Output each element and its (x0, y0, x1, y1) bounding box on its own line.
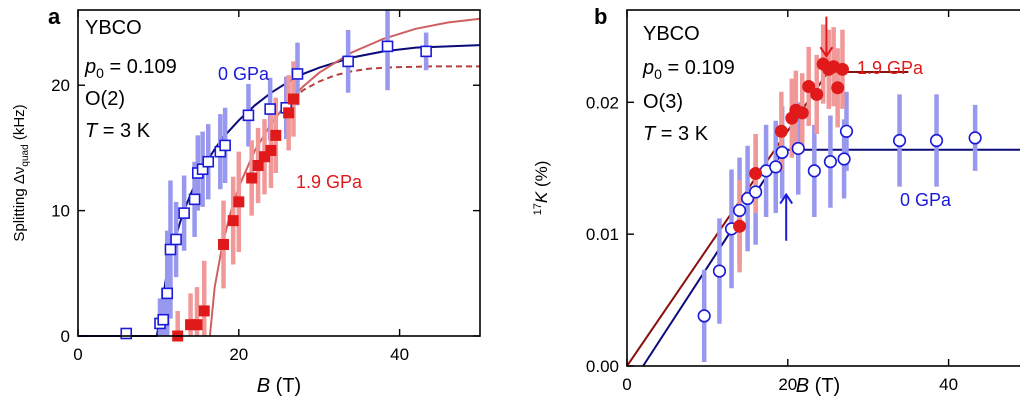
data-point (246, 172, 258, 184)
data-point (749, 185, 763, 199)
x-tick-label: 20 (229, 345, 248, 364)
data-point (161, 287, 174, 300)
x-tick-label: 20 (778, 375, 797, 394)
data-point (270, 129, 282, 141)
annotation-doping: p0 = 0.109 (84, 56, 177, 81)
plot-frame (626, 9, 1020, 367)
data-point (252, 159, 264, 171)
data-point (791, 141, 805, 156)
data-point (218, 238, 230, 250)
x-tick-label: 0 (622, 375, 631, 394)
data-point (712, 264, 727, 278)
data-point (775, 145, 789, 159)
series-label-0gpa: 0 GPa (900, 190, 952, 210)
data-point (291, 68, 304, 80)
x-tick-label: 40 (390, 345, 409, 364)
data-point (835, 62, 849, 76)
data-point (823, 155, 838, 169)
data-point (810, 87, 824, 101)
series-label-1p9gpa: 1.9 GPa (296, 172, 363, 192)
y-axis-label: 17K (%) (532, 161, 551, 216)
series-label-0gpa: 0 GPa (218, 64, 270, 84)
y-tick-label: 0.00 (586, 357, 619, 376)
panel-label: b (594, 4, 607, 29)
data-point (188, 193, 201, 206)
data-point (219, 139, 231, 152)
annotation-doping: p0 = 0.109 (642, 57, 735, 82)
series-label-1p9gpa: 1.9 GPa (857, 58, 924, 78)
x-axis-label: B (T) (796, 375, 840, 397)
data-point (259, 151, 271, 163)
data-point (929, 133, 944, 148)
data-point (769, 160, 783, 174)
data-point (749, 166, 763, 180)
annotation-temperature: T = 3 K (643, 123, 709, 145)
panel-label: a (48, 4, 61, 29)
fit-curve (626, 71, 909, 367)
data-point (120, 327, 133, 340)
y-tick-label: 0 (61, 327, 70, 346)
x-tick-label: 40 (939, 375, 958, 394)
data-point (795, 106, 809, 120)
data-point (774, 124, 788, 138)
annotation-temperature: T = 3 K (85, 120, 151, 142)
data-point (802, 79, 816, 93)
data-point (157, 313, 170, 326)
panel-b: 0 20 40 0.00 0.01 0.02 b YBCO p0 = 0.109 O(3)… (532, 4, 1020, 397)
fit-curve (292, 65, 480, 100)
data-point (164, 243, 177, 256)
y-tick-label: 20 (51, 76, 70, 95)
arrow-head (779, 192, 794, 205)
y-tick-label: 10 (51, 202, 70, 221)
arrow-head (819, 46, 834, 58)
annotation-site: O(2) (85, 88, 125, 110)
annotation-site: O(3) (643, 91, 683, 113)
data-point (381, 40, 394, 53)
data-point (342, 55, 354, 68)
data-point (733, 219, 747, 233)
data-point (265, 144, 277, 156)
data-point (732, 203, 747, 218)
data-point (170, 233, 182, 246)
data-point (837, 152, 851, 166)
data-point (242, 109, 255, 122)
data-point (191, 319, 203, 331)
data-point (807, 164, 821, 178)
y-axis-label: Splitting Δνquad (kHz) (11, 104, 31, 241)
data-point (892, 133, 907, 148)
data-point (697, 309, 711, 323)
data-point (198, 305, 210, 317)
y-tick-label: 0.02 (586, 93, 619, 112)
data-point (420, 45, 432, 58)
data-point (287, 93, 299, 105)
data-point (968, 131, 982, 145)
annotation-sample: YBCO (643, 23, 700, 45)
fit-curve (78, 44, 481, 337)
x-tick-label: 0 (73, 345, 82, 364)
data-point (283, 107, 295, 119)
data-point (839, 124, 854, 138)
y-tick-label: 0.01 (586, 225, 619, 244)
panel-a: 0 20 40 0 10 20 a YBCO p0 = 0.109 O(2) T = 3 … (11, 4, 481, 397)
data-point (831, 81, 845, 95)
plot-frame (77, 9, 481, 337)
annotation-sample: YBCO (85, 17, 142, 39)
x-axis-label: B (T) (257, 375, 301, 397)
data-point (233, 196, 245, 208)
data-point (202, 155, 215, 168)
data-point (178, 207, 190, 219)
data-point (227, 215, 239, 227)
data-point (264, 103, 276, 115)
